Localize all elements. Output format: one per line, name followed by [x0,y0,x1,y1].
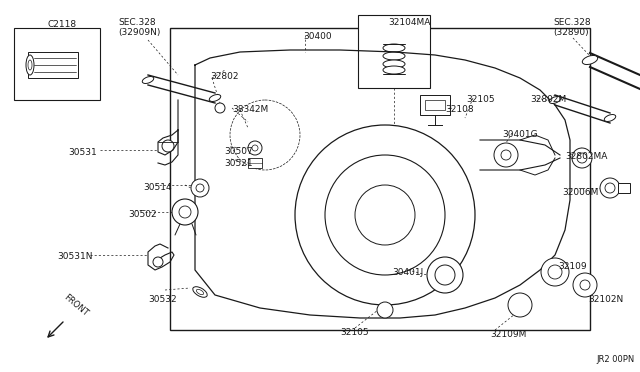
Ellipse shape [26,55,34,75]
Circle shape [427,257,463,293]
Ellipse shape [28,60,32,70]
Text: JR2 00PN: JR2 00PN [596,355,635,364]
Text: 30502: 30502 [128,210,157,219]
Circle shape [572,148,592,168]
Bar [248,158,262,168]
Circle shape [215,103,225,113]
Text: 32108: 32108 [445,105,474,114]
Circle shape [162,140,174,152]
Circle shape [573,273,597,297]
Circle shape [580,280,590,290]
Text: 32109: 32109 [558,262,587,271]
Circle shape [577,153,587,163]
Text: 30507: 30507 [224,147,253,156]
Text: 32104MA: 32104MA [388,18,430,27]
Circle shape [252,145,258,151]
Ellipse shape [142,77,154,83]
Circle shape [179,206,191,218]
Text: 32802M: 32802M [530,95,566,104]
Circle shape [355,185,415,245]
Ellipse shape [582,55,598,64]
Ellipse shape [383,66,405,74]
Text: 30531N: 30531N [57,252,93,261]
Circle shape [435,265,455,285]
Circle shape [508,293,532,317]
Text: 32109M: 32109M [490,330,526,339]
Circle shape [494,143,518,167]
Ellipse shape [196,289,204,295]
Bar [358,15,430,88]
Text: 30532: 30532 [148,295,177,304]
Text: 32105: 32105 [340,328,369,337]
Text: (32890): (32890) [553,28,589,37]
Bar [425,100,445,110]
Circle shape [172,199,198,225]
Ellipse shape [209,94,221,102]
Text: 30401G: 30401G [502,130,538,139]
Ellipse shape [383,52,405,60]
Circle shape [295,125,475,305]
Text: 30400: 30400 [303,32,332,41]
Bar [618,183,630,193]
Circle shape [247,117,283,153]
Text: 32802: 32802 [210,72,239,81]
Text: SEC.328: SEC.328 [553,18,591,27]
Circle shape [196,184,204,192]
Ellipse shape [549,96,561,103]
Text: SEC.328: SEC.328 [118,18,156,27]
Bar [14,28,100,100]
Circle shape [153,257,163,267]
Ellipse shape [383,44,405,52]
Text: 30531: 30531 [68,148,97,157]
Text: 32105: 32105 [466,95,495,104]
Bar [420,95,450,115]
Bar [28,52,78,78]
Text: FRONT: FRONT [62,293,90,318]
Circle shape [541,258,569,286]
Text: 32006M: 32006M [562,188,598,197]
Circle shape [230,100,300,170]
Text: 30401J: 30401J [392,268,423,277]
Ellipse shape [604,115,616,122]
Circle shape [548,265,562,279]
Circle shape [248,141,262,155]
Text: 30521: 30521 [224,159,253,168]
Circle shape [377,302,393,318]
Circle shape [237,107,293,163]
Circle shape [191,179,209,197]
Text: C2118: C2118 [48,20,77,29]
Text: 32802MA: 32802MA [565,152,607,161]
Text: 38342M: 38342M [232,105,268,114]
Ellipse shape [193,287,207,297]
Circle shape [600,178,620,198]
Text: (32909N): (32909N) [118,28,161,37]
Circle shape [605,183,615,193]
Text: 30514: 30514 [143,183,172,192]
Text: 32102N: 32102N [588,295,623,304]
Circle shape [325,155,445,275]
Bar [170,28,590,330]
Ellipse shape [383,60,405,68]
Circle shape [501,150,511,160]
